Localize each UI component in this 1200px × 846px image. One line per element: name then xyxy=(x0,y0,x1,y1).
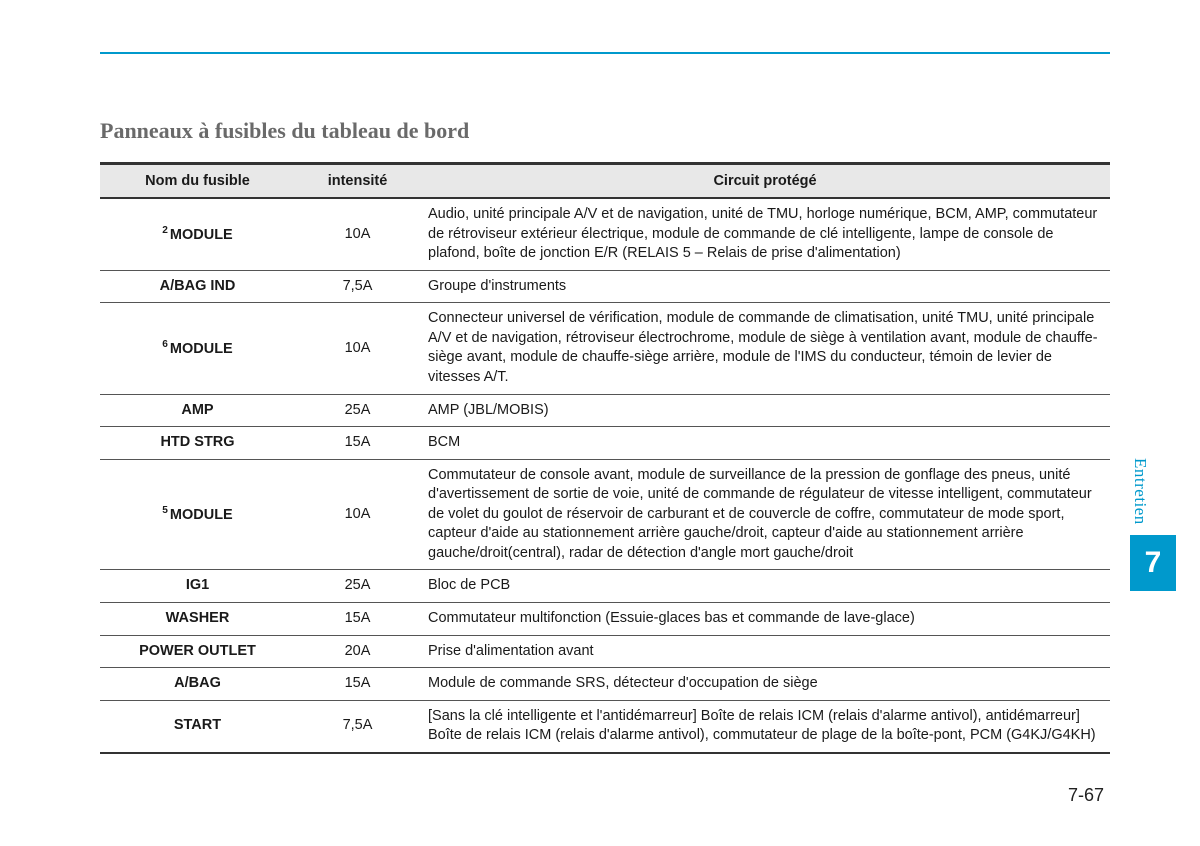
table-row: POWER OUTLET 20APrise d'alimentation avan… xyxy=(100,635,1110,668)
fuse-circuit-cell: [Sans la clé intelligente et l'antidémar… xyxy=(420,700,1110,753)
table-row: HTD STRG 15ABCM xyxy=(100,427,1110,460)
fuse-amperage-cell: 10A xyxy=(295,198,420,270)
fuse-amperage-cell: 7,5A xyxy=(295,700,420,753)
content-area: Panneaux à fusibles du tableau de bord N… xyxy=(100,118,1110,754)
table-row: A/BAG 15AModule de commande SRS, détecteu… xyxy=(100,668,1110,701)
fuse-amperage-cell: 25A xyxy=(295,394,420,427)
fuse-circuit-cell: Connecteur universel de vérification, mo… xyxy=(420,303,1110,394)
fuse-circuit-cell: Audio, unité principale A/V et de naviga… xyxy=(420,198,1110,270)
table-row: 6MODULE10AConnecteur universel de vérifi… xyxy=(100,303,1110,394)
top-accent-rule xyxy=(100,52,1110,54)
side-tab-number: 7 xyxy=(1130,535,1176,591)
fuse-amperage-cell: 20A xyxy=(295,635,420,668)
fuse-name: MODULE xyxy=(170,226,233,242)
fuse-name-cell: POWER OUTLET xyxy=(100,635,295,668)
fuse-name-cell: 5MODULE xyxy=(100,459,295,570)
fuse-amperage-cell: 15A xyxy=(295,603,420,636)
header-amperage: intensité xyxy=(295,164,420,199)
fuse-circuit-cell: Module de commande SRS, détecteur d'occu… xyxy=(420,668,1110,701)
fuse-name: POWER OUTLET xyxy=(139,643,256,659)
fuse-circuit-cell: Commutateur multifonction (Essuie-glaces… xyxy=(420,603,1110,636)
fuse-sup: 2 xyxy=(162,225,168,236)
fuse-name-cell: IG1 xyxy=(100,570,295,603)
fuse-name-cell: A/BAG xyxy=(100,668,295,701)
fuse-name: HTD STRG xyxy=(160,434,234,450)
fuse-name-cell: START xyxy=(100,700,295,753)
table-body: 2MODULE10AAudio, unité principale A/V et… xyxy=(100,198,1110,753)
fuse-circuit-cell: Bloc de PCB xyxy=(420,570,1110,603)
fuse-name: WASHER xyxy=(166,610,230,626)
table-row: IG1 25ABloc de PCB xyxy=(100,570,1110,603)
fuse-amperage-cell: 15A xyxy=(295,427,420,460)
side-tab: Entretien 7 xyxy=(1130,458,1176,591)
page-number: 7-67 xyxy=(1068,785,1104,806)
header-circuit: Circuit protégé xyxy=(420,164,1110,199)
fuse-name: A/BAG IND xyxy=(160,278,236,294)
fuse-amperage-cell: 10A xyxy=(295,303,420,394)
fuse-name-cell: HTD STRG xyxy=(100,427,295,460)
table-row: WASHER 15ACommutateur multifonction (Essu… xyxy=(100,603,1110,636)
fuse-name: MODULE xyxy=(170,507,233,523)
fuse-sup: 6 xyxy=(162,339,168,350)
fuse-circuit-cell: Commutateur de console avant, module de … xyxy=(420,459,1110,570)
fuse-table: Nom du fusible intensité Circuit protégé… xyxy=(100,162,1110,754)
fuse-name-cell: A/BAG IND xyxy=(100,270,295,303)
fuse-name: IG1 xyxy=(186,577,209,593)
fuse-sup: 5 xyxy=(162,505,168,516)
fuse-amperage-cell: 7,5A xyxy=(295,270,420,303)
fuse-name: A/BAG xyxy=(174,675,221,691)
table-row: AMP 25AAMP (JBL/MOBIS) xyxy=(100,394,1110,427)
side-tab-label: Entretien xyxy=(1130,458,1150,531)
fuse-circuit-cell: Prise d'alimentation avant xyxy=(420,635,1110,668)
fuse-circuit-cell: Groupe d'instruments xyxy=(420,270,1110,303)
fuse-circuit-cell: BCM xyxy=(420,427,1110,460)
header-name: Nom du fusible xyxy=(100,164,295,199)
table-row: 2MODULE10AAudio, unité principale A/V et… xyxy=(100,198,1110,270)
fuse-name: START xyxy=(174,717,221,733)
table-header-row: Nom du fusible intensité Circuit protégé xyxy=(100,164,1110,199)
fuse-name-cell: 2MODULE xyxy=(100,198,295,270)
fuse-name: MODULE xyxy=(170,341,233,357)
fuse-amperage-cell: 15A xyxy=(295,668,420,701)
fuse-name: AMP xyxy=(181,402,213,418)
fuse-name-cell: AMP xyxy=(100,394,295,427)
fuse-amperage-cell: 10A xyxy=(295,459,420,570)
table-row: START 7,5A[Sans la clé intelligente et l'… xyxy=(100,700,1110,753)
page: Panneaux à fusibles du tableau de bord N… xyxy=(0,0,1200,846)
fuse-name-cell: WASHER xyxy=(100,603,295,636)
fuse-amperage-cell: 25A xyxy=(295,570,420,603)
fuse-name-cell: 6MODULE xyxy=(100,303,295,394)
section-title: Panneaux à fusibles du tableau de bord xyxy=(100,118,1110,144)
table-row: 5MODULE10ACommutateur de console avant, … xyxy=(100,459,1110,570)
table-row: A/BAG IND 7,5AGroupe d'instruments xyxy=(100,270,1110,303)
fuse-circuit-cell: AMP (JBL/MOBIS) xyxy=(420,394,1110,427)
